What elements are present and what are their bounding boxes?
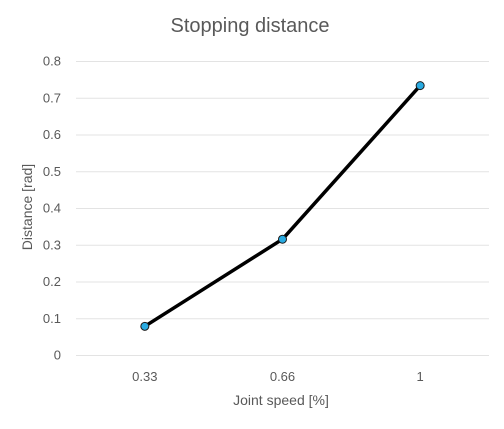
y-tick-label: 0.3 [43,237,61,252]
y-tick-label: 0.8 [43,54,61,69]
y-axis-title: Distance [rad] [19,164,35,250]
data-point-0 [140,321,150,331]
x-axis-title: Joint speed [%] [233,392,329,408]
x-axis-ticks: 0.33 0.66 1 [132,369,424,384]
y-tick-label: 0.1 [43,311,61,326]
y-tick-label: 0.7 [43,90,61,105]
series-line-layer [143,83,422,329]
y-tick-label: 0.4 [43,201,61,216]
x-tick-label: 1 [417,369,424,384]
y-tick-label: 0.6 [43,127,61,142]
y-axis-ticks: 0 0.1 0.2 0.3 0.4 0.5 0.6 0.7 0.8 [43,54,61,363]
data-point-2 [415,81,425,91]
x-tick-label: 0.33 [132,369,157,384]
gridlines [76,61,489,356]
y-tick-label: 0 [54,348,61,363]
data-point-1 [278,234,287,244]
series-line [143,83,422,329]
x-tick-label: 0.66 [270,369,295,384]
chart-title: Stopping distance [170,15,329,37]
y-tick-label: 0.2 [43,274,61,289]
y-tick-label: 0.5 [43,164,61,179]
data-points [140,81,425,331]
